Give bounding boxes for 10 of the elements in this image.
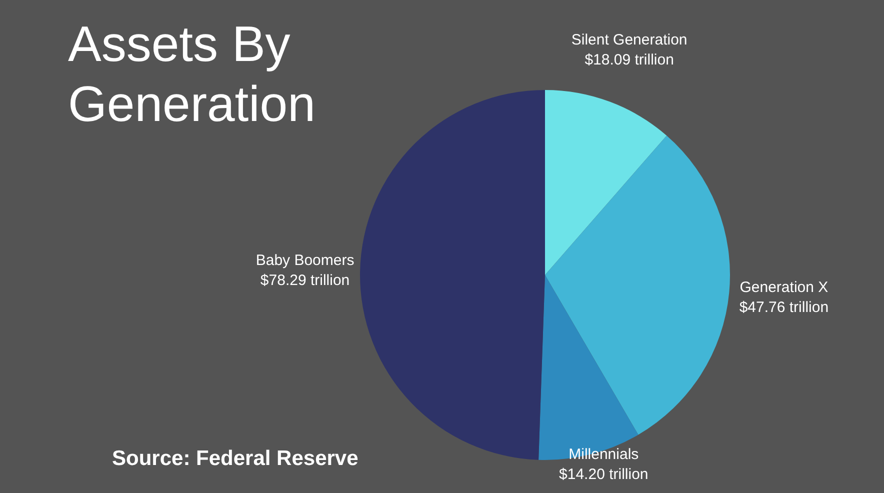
slice-label: Silent Generation	[571, 31, 688, 48]
data-label: $14.20 trillion	[559, 466, 648, 484]
slice-label: Millennials	[568, 446, 639, 464]
chart-title: Assets By Generation	[68, 15, 316, 134]
source-note: Source: Federal Reserve	[112, 447, 358, 471]
data-label: $47.76 trillion	[739, 298, 829, 316]
slice-label: Baby Boomers	[256, 252, 354, 269]
data-label: $78.29 trillion	[260, 272, 350, 289]
data-label: $18.09 trillion	[584, 51, 674, 68]
slice-label: Generation X	[740, 278, 828, 296]
